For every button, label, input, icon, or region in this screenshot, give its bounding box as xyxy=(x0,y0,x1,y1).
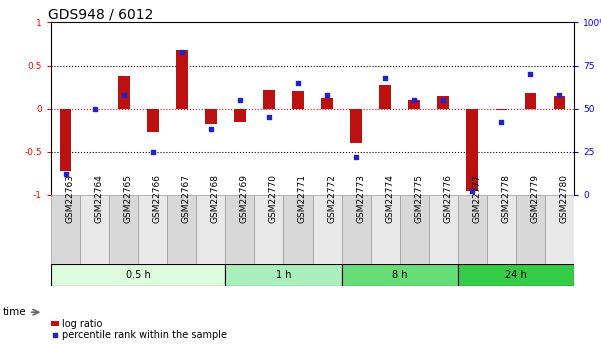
Text: GSM22765: GSM22765 xyxy=(124,174,133,223)
Bar xyxy=(51,195,80,264)
Bar xyxy=(197,195,225,264)
Point xyxy=(235,97,245,103)
Bar xyxy=(408,100,420,109)
Bar xyxy=(234,109,246,121)
Text: GSM22777: GSM22777 xyxy=(472,174,481,223)
Bar xyxy=(51,321,59,326)
Bar xyxy=(313,195,341,264)
Bar xyxy=(545,195,574,264)
Text: GSM22768: GSM22768 xyxy=(211,174,220,223)
Point xyxy=(322,92,332,98)
Bar xyxy=(321,98,333,109)
Bar xyxy=(495,109,507,110)
Point xyxy=(148,149,157,155)
Bar xyxy=(292,91,304,109)
Point xyxy=(438,97,448,103)
Bar xyxy=(554,96,565,109)
Bar xyxy=(516,195,545,264)
Text: 24 h: 24 h xyxy=(505,270,526,280)
Text: GSM22771: GSM22771 xyxy=(298,174,307,223)
Point xyxy=(380,75,390,80)
Text: GSM22779: GSM22779 xyxy=(530,174,539,223)
Bar xyxy=(176,50,188,109)
Bar xyxy=(341,264,458,286)
Bar xyxy=(400,195,429,264)
Point xyxy=(50,332,59,337)
Text: GSM22764: GSM22764 xyxy=(95,174,103,223)
Point xyxy=(61,171,70,177)
Point xyxy=(293,80,303,86)
Point xyxy=(206,127,216,132)
Bar xyxy=(147,109,159,132)
Bar xyxy=(225,195,254,264)
Point xyxy=(351,154,361,160)
Bar xyxy=(438,96,449,109)
Bar xyxy=(371,195,400,264)
Point xyxy=(177,49,186,55)
Text: percentile rank within the sample: percentile rank within the sample xyxy=(62,330,227,339)
Text: GSM22763: GSM22763 xyxy=(66,174,75,223)
Point xyxy=(468,189,477,194)
Text: 0.5 h: 0.5 h xyxy=(126,270,151,280)
Point xyxy=(525,71,535,77)
Bar xyxy=(51,264,225,286)
Text: GSM22769: GSM22769 xyxy=(240,174,249,223)
Bar xyxy=(60,109,72,171)
Text: GSM22774: GSM22774 xyxy=(385,174,394,223)
Bar xyxy=(118,76,130,109)
Bar xyxy=(379,85,391,109)
Bar xyxy=(487,195,516,264)
Text: 1 h: 1 h xyxy=(276,270,291,280)
Bar xyxy=(350,109,362,143)
Text: log ratio: log ratio xyxy=(62,319,102,328)
Text: 8 h: 8 h xyxy=(392,270,407,280)
Bar xyxy=(109,195,138,264)
Point xyxy=(555,92,564,98)
Text: GSM22770: GSM22770 xyxy=(269,174,278,223)
Text: GSM22767: GSM22767 xyxy=(182,174,191,223)
Text: GSM22780: GSM22780 xyxy=(560,174,569,223)
Point xyxy=(409,97,419,103)
Text: GSM22773: GSM22773 xyxy=(356,174,365,223)
Bar xyxy=(284,195,313,264)
Bar xyxy=(205,109,216,124)
Text: time: time xyxy=(3,307,26,317)
Bar xyxy=(80,195,109,264)
Bar xyxy=(138,195,167,264)
Bar xyxy=(466,109,478,190)
Text: GSM22772: GSM22772 xyxy=(327,174,336,223)
Point xyxy=(90,106,100,111)
Point xyxy=(264,115,273,120)
Text: GSM22776: GSM22776 xyxy=(443,174,452,223)
Bar xyxy=(458,264,574,286)
Text: GSM22778: GSM22778 xyxy=(501,174,510,223)
Bar xyxy=(341,195,371,264)
Bar xyxy=(429,195,458,264)
Bar xyxy=(525,93,536,109)
Text: GSM22766: GSM22766 xyxy=(153,174,162,223)
Bar xyxy=(167,195,197,264)
Text: GSM22775: GSM22775 xyxy=(414,174,423,223)
Bar xyxy=(225,264,341,286)
Point xyxy=(119,92,129,98)
Bar xyxy=(263,90,275,109)
Bar xyxy=(254,195,284,264)
Point xyxy=(496,120,506,125)
Text: GDS948 / 6012: GDS948 / 6012 xyxy=(49,7,154,21)
Bar xyxy=(458,195,487,264)
